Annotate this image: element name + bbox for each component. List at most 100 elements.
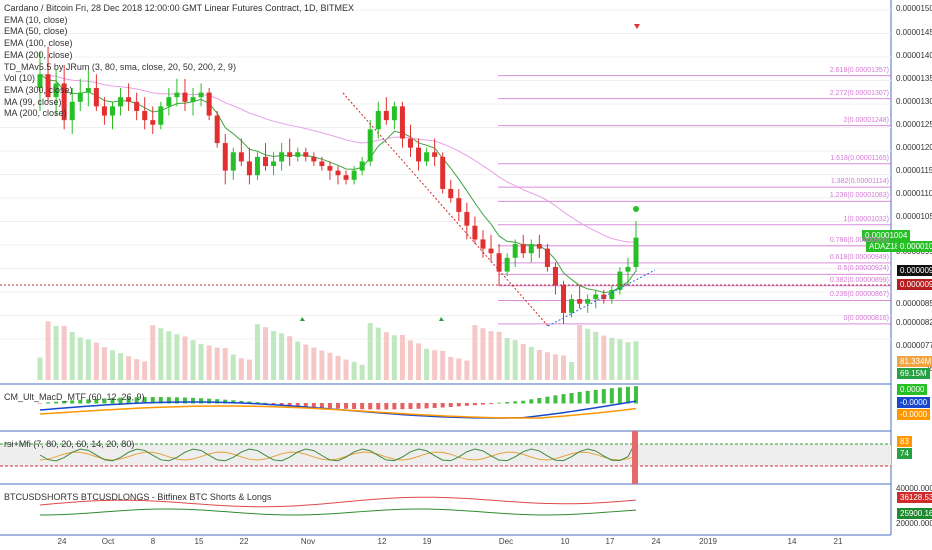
candle-body	[37, 74, 43, 89]
macd-histogram-bar	[199, 398, 204, 404]
volume-bar	[625, 342, 631, 380]
macd-histogram-bar	[311, 403, 316, 408]
macd-histogram-bar	[497, 402, 502, 404]
candle-body	[150, 120, 156, 125]
time-axis-label: 21	[833, 537, 843, 546]
macd-histogram-bar	[448, 403, 453, 407]
candle-body	[601, 294, 607, 300]
macd-histogram-bar	[513, 401, 518, 404]
candle-body	[142, 110, 148, 121]
macd-histogram-bar	[505, 402, 510, 404]
macd-histogram-bar	[352, 403, 357, 410]
indicator-ema300[interactable]: EMA (300, close)	[4, 84, 73, 95]
candle-body	[166, 97, 172, 107]
volume-bar	[263, 327, 269, 380]
volume-bar	[142, 361, 148, 380]
volume-bar	[504, 338, 510, 380]
candle-body	[263, 156, 269, 167]
macd-histogram-bar	[207, 398, 212, 404]
indicator-vol[interactable]: Vol (10)	[4, 73, 36, 84]
volume-tag-1: 81.334M	[897, 356, 932, 367]
macd-histogram-bar	[489, 403, 494, 404]
volume-bar	[544, 352, 550, 380]
macd-panel-label[interactable]: CM_Ult_MacD_MTF (60, 12, 26, 9)	[4, 392, 145, 402]
volume-bar	[69, 332, 75, 380]
volume-bar	[480, 328, 486, 380]
volume-bar	[561, 355, 567, 380]
macd-histogram-bar	[134, 397, 139, 404]
volume-bar	[190, 340, 196, 380]
volume-bar	[407, 340, 413, 380]
shorts-panel-label[interactable]: BTCUSDSHORTS BTCUSDLONGS - Bitfinex BTC …	[4, 492, 272, 502]
candle-body	[77, 92, 83, 102]
volume-bar	[367, 323, 373, 380]
indicator-ema100[interactable]: EMA (100, close)	[4, 38, 73, 49]
time-axis-label: 2019	[699, 537, 717, 546]
time-axis-label: Oct	[101, 537, 115, 546]
volume-bar	[569, 362, 575, 380]
volume-bar	[214, 347, 220, 380]
macd-histogram-bar	[158, 397, 163, 404]
candle-body	[407, 138, 413, 148]
indicator-ema50[interactable]: EMA (50, close)	[4, 26, 68, 37]
macd-histogram-bar	[634, 386, 638, 404]
candle-body	[544, 248, 550, 267]
indicator-ma200[interactable]: MA (200, close)	[4, 108, 67, 119]
macd-histogram-bar	[54, 401, 59, 404]
macd-histogram-bar	[537, 397, 542, 404]
indicator-td-ma[interactable]: TD_MAv5.5 by JRum (3, 80, sma, close, 20…	[4, 61, 236, 72]
fib-level-label: 0.382(0.00000899)	[829, 276, 889, 284]
candle-body	[69, 101, 75, 121]
macd-histogram-bar	[239, 400, 244, 404]
macd-histogram-bar	[255, 402, 260, 404]
macd-histogram-bar	[70, 400, 75, 404]
volume-bar	[432, 350, 438, 380]
volume-bar	[287, 336, 293, 380]
volume-bar	[448, 357, 454, 380]
volume-bar	[158, 328, 164, 380]
volume-bar	[552, 354, 558, 380]
volume-bar	[383, 332, 389, 380]
candle-body	[561, 285, 567, 313]
volume-bar	[101, 347, 107, 380]
macd-histogram-bar	[408, 403, 413, 410]
fib-level-label: 0.236(0.00000867)	[829, 291, 889, 299]
macd-histogram-bar	[110, 397, 115, 404]
mfi-line	[39, 451, 637, 461]
volume-bar	[134, 359, 140, 380]
candle-body	[383, 110, 389, 121]
time-axis-label: 14	[787, 537, 797, 546]
candle-body	[335, 170, 341, 176]
macd-histogram-bar	[456, 403, 461, 407]
candle-body	[577, 299, 583, 304]
time-axis-label: 22	[239, 537, 249, 546]
volume-bar	[391, 335, 397, 380]
indicator-ema200[interactable]: EMA (200, close)	[4, 49, 73, 60]
arrow-up-icon	[439, 317, 444, 321]
volume-bar	[198, 344, 204, 380]
fib-level-label: 2(0.00001248)	[843, 116, 889, 124]
rsi-line	[39, 441, 637, 462]
time-axis-label: Nov	[300, 537, 316, 546]
macd-histogram-bar	[46, 402, 51, 404]
last-price-tag: 0.00001004	[862, 230, 911, 241]
red-price-tag: 0.00000900	[897, 279, 932, 290]
macd-histogram-bar	[529, 399, 534, 404]
rsi-panel-label[interactable]: rsi+Mfi (7, 80, 20, 60, 14, 20, 80)	[4, 439, 135, 449]
candle-body	[617, 271, 623, 290]
volume-bar	[93, 342, 99, 380]
candle-body	[593, 294, 599, 300]
fib-level-label: 1.618(0.00001165)	[830, 154, 889, 162]
candle-body	[311, 156, 317, 162]
candle-body	[472, 225, 478, 240]
volume-bar	[222, 348, 228, 380]
time-axis-label: 10	[560, 537, 570, 546]
candle-body	[359, 161, 365, 171]
indicator-ema10[interactable]: EMA (10, close)	[4, 14, 68, 25]
macd-histogram-bar	[142, 397, 147, 404]
indicator-ma99[interactable]: MA (99, close)	[4, 96, 62, 107]
